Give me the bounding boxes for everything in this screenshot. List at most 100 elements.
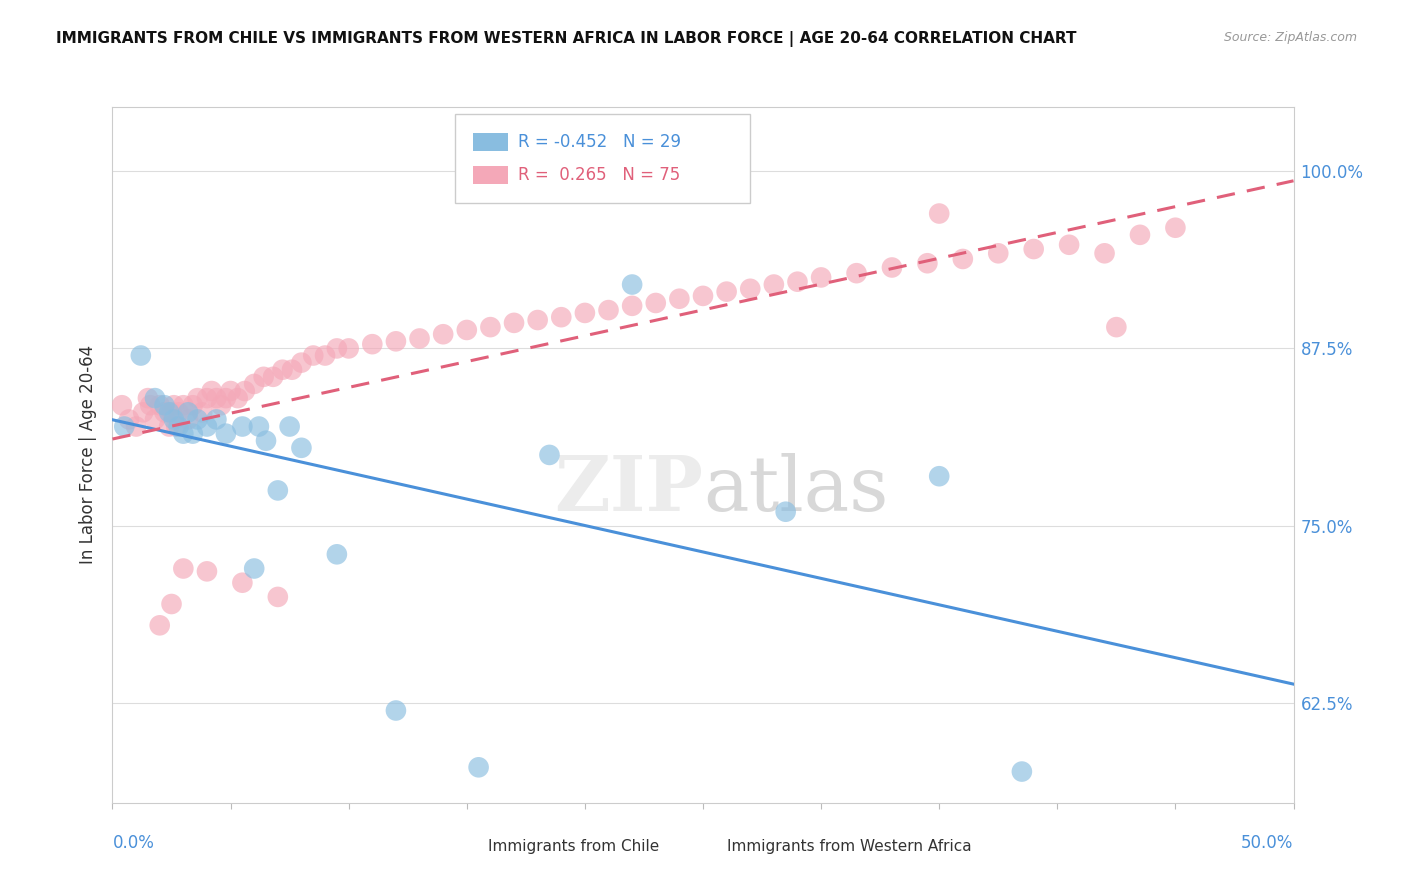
Point — [195, 565, 218, 579]
Point — [290, 441, 312, 455]
Point — [195, 391, 218, 405]
Bar — [456, 840, 481, 853]
Point — [598, 303, 620, 318]
Point — [209, 398, 232, 412]
Point — [574, 306, 596, 320]
Point — [243, 561, 266, 575]
Point — [191, 405, 214, 419]
Point — [177, 412, 200, 426]
Point — [917, 256, 939, 270]
Point — [928, 206, 950, 220]
Text: R = -0.452   N = 29: R = -0.452 N = 29 — [517, 133, 681, 151]
Point — [538, 448, 561, 462]
Point — [226, 391, 249, 405]
Point — [163, 412, 186, 426]
Point — [1164, 220, 1187, 235]
Text: atlas: atlas — [703, 453, 889, 526]
Point — [143, 412, 166, 426]
Point — [479, 320, 502, 334]
Text: 50.0%: 50.0% — [1241, 834, 1294, 852]
FancyBboxPatch shape — [456, 114, 751, 203]
Point — [153, 405, 176, 419]
Point — [467, 760, 489, 774]
Bar — [472, 133, 508, 151]
Point — [456, 323, 478, 337]
Point — [880, 260, 903, 275]
Point — [271, 362, 294, 376]
Point — [692, 289, 714, 303]
Text: ZIP: ZIP — [554, 453, 703, 526]
Point — [157, 405, 180, 419]
Point — [165, 419, 187, 434]
Point — [149, 618, 172, 632]
Point — [129, 349, 152, 363]
Point — [139, 398, 162, 412]
Point — [172, 426, 194, 441]
Text: Immigrants from Chile: Immigrants from Chile — [488, 839, 659, 855]
Point — [987, 246, 1010, 260]
Point — [267, 590, 290, 604]
Point — [1129, 227, 1152, 242]
Point — [201, 384, 224, 398]
Text: IMMIGRANTS FROM CHILE VS IMMIGRANTS FROM WESTERN AFRICA IN LABOR FORCE | AGE 20-: IMMIGRANTS FROM CHILE VS IMMIGRANTS FROM… — [56, 31, 1077, 47]
Point — [361, 337, 384, 351]
Point — [167, 419, 190, 434]
Point — [253, 369, 276, 384]
Point — [1022, 242, 1045, 256]
Point — [215, 426, 238, 441]
Point — [290, 356, 312, 370]
Point — [1094, 246, 1116, 260]
Point — [762, 277, 785, 292]
Point — [254, 434, 277, 448]
Point — [112, 419, 135, 434]
Point — [163, 398, 186, 412]
Point — [132, 405, 155, 419]
Point — [526, 313, 548, 327]
Point — [172, 561, 194, 575]
Point — [326, 342, 349, 356]
Point — [231, 419, 253, 434]
Point — [314, 349, 336, 363]
Point — [118, 412, 141, 426]
Point — [215, 391, 238, 405]
Point — [160, 405, 183, 419]
Point — [644, 296, 666, 310]
Point — [186, 412, 208, 426]
Point — [205, 412, 228, 426]
Point — [1011, 764, 1033, 779]
Point — [205, 391, 228, 405]
Point — [233, 384, 256, 398]
Point — [337, 342, 360, 356]
Point — [432, 327, 454, 342]
Point — [243, 376, 266, 391]
Point — [267, 483, 290, 498]
Point — [136, 391, 159, 405]
Point — [845, 266, 868, 280]
Point — [326, 547, 349, 561]
Point — [262, 369, 284, 384]
Point — [143, 391, 166, 405]
Point — [111, 398, 134, 412]
Text: 0.0%: 0.0% — [112, 834, 155, 852]
Point — [219, 384, 242, 398]
Text: Source: ZipAtlas.com: Source: ZipAtlas.com — [1223, 31, 1357, 45]
Point — [385, 704, 408, 718]
Point — [621, 277, 644, 292]
Point — [247, 419, 270, 434]
Point — [149, 398, 172, 412]
Point — [621, 299, 644, 313]
Point — [172, 398, 194, 412]
Point — [281, 362, 304, 376]
Point — [278, 419, 301, 434]
Point — [810, 270, 832, 285]
Point — [952, 252, 974, 266]
Point — [177, 405, 200, 419]
Point — [668, 292, 690, 306]
Point — [550, 310, 572, 325]
Point — [153, 398, 176, 412]
Text: Immigrants from Western Africa: Immigrants from Western Africa — [727, 839, 972, 855]
Point — [125, 419, 148, 434]
Point — [775, 505, 797, 519]
Point — [740, 282, 762, 296]
Point — [181, 426, 204, 441]
